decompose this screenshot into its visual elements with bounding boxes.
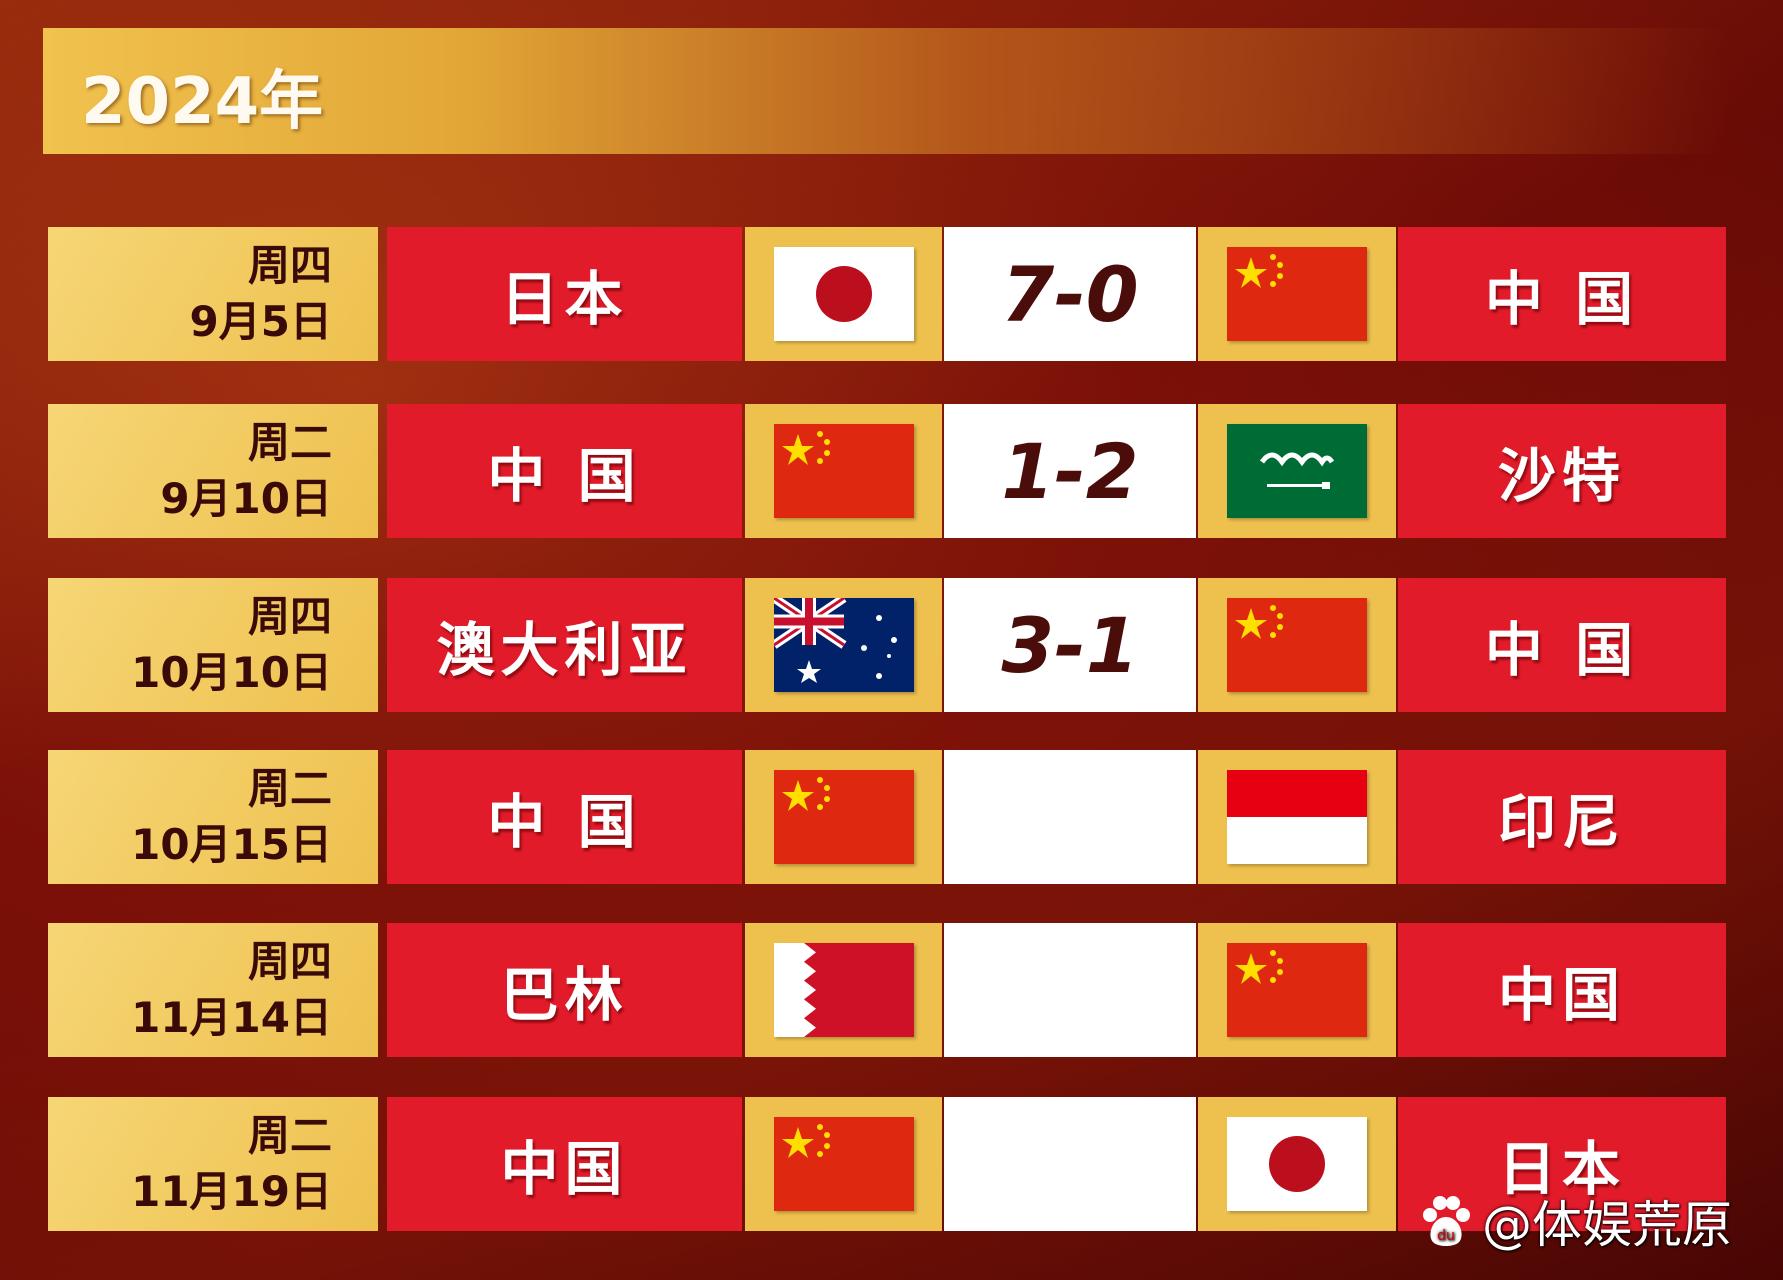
match-date: 周四 10月10日 xyxy=(48,578,378,712)
saudi-arabia-flag-icon xyxy=(1227,424,1367,518)
match-date: 周二 10月15日 xyxy=(48,750,378,884)
china-flag-icon xyxy=(1227,247,1367,341)
home-flag-cell xyxy=(745,750,942,884)
match-date: 周二 9月10日 xyxy=(48,404,378,538)
china-flag-icon xyxy=(1227,943,1367,1037)
score xyxy=(944,923,1196,1057)
weekday: 周四 xyxy=(247,592,332,641)
date: 10月10日 xyxy=(131,648,332,697)
away-flag-cell xyxy=(1198,404,1396,538)
watermark-text: @体娱荒原 xyxy=(1482,1196,1732,1254)
australia-flag-icon xyxy=(773,598,914,692)
china-flag-icon xyxy=(773,424,914,518)
home-team: 巴林 xyxy=(387,923,742,1057)
home-flag-cell xyxy=(745,1097,942,1231)
date: 11月19日 xyxy=(131,1167,332,1216)
year-header: 2024年 xyxy=(43,28,1729,154)
indonesia-flag-icon xyxy=(1227,770,1367,864)
china-flag-icon xyxy=(1227,598,1367,692)
away-flag-cell xyxy=(1198,1097,1396,1231)
home-team: 中国 xyxy=(387,1097,742,1231)
score: 7-0 xyxy=(944,227,1196,361)
china-flag-icon xyxy=(773,1117,914,1211)
score: 1-2 xyxy=(944,404,1196,538)
away-team: 印尼 xyxy=(1398,750,1726,884)
home-team: 中 国 xyxy=(387,750,742,884)
away-team: 中 国 xyxy=(1398,227,1726,361)
baidu-paw-icon: du xyxy=(1423,1196,1470,1246)
away-team: 中 国 xyxy=(1398,578,1726,712)
year-title: 2024年 xyxy=(81,65,324,139)
home-flag-cell xyxy=(745,227,942,361)
away-team: 中国 xyxy=(1398,923,1726,1057)
date: 11月14日 xyxy=(131,993,332,1042)
away-flag-cell xyxy=(1198,750,1396,884)
home-team: 中 国 xyxy=(387,404,742,538)
bahrain-flag-icon xyxy=(773,943,914,1037)
match-row: 周四 9月5日 日本 7-0 中 国 xyxy=(48,227,1726,361)
match-row: 周二 10月15日 中 国 印尼 xyxy=(48,750,1726,884)
match-date: 周二 11月19日 xyxy=(48,1097,378,1231)
home-team: 澳大利亚 xyxy=(387,578,742,712)
weekday: 周二 xyxy=(247,418,332,467)
weekday: 周二 xyxy=(247,1111,332,1160)
china-flag-icon xyxy=(773,770,914,864)
date: 9月5日 xyxy=(189,297,332,346)
score xyxy=(944,750,1196,884)
weekday: 周四 xyxy=(247,241,332,290)
watermark: du @体娱荒原 xyxy=(1418,1185,1732,1257)
score: 3-1 xyxy=(944,578,1196,712)
home-team: 日本 xyxy=(387,227,742,361)
date: 9月10日 xyxy=(160,474,332,523)
match-date: 周四 9月5日 xyxy=(48,227,378,361)
home-flag-cell xyxy=(745,578,942,712)
weekday: 周二 xyxy=(247,764,332,813)
away-flag-cell xyxy=(1198,227,1396,361)
match-row: 周二 9月10日 中 国 1-2 沙特 xyxy=(48,404,1726,538)
match-row: 周二 11月19日 中国 日本 xyxy=(48,1097,1726,1231)
match-row: 周四 11月14日 巴林 中国 xyxy=(48,923,1726,1057)
home-flag-cell xyxy=(745,404,942,538)
svg-text:du: du xyxy=(1437,1228,1455,1244)
home-flag-cell xyxy=(745,923,942,1057)
japan-flag-icon xyxy=(773,247,914,341)
away-flag-cell xyxy=(1198,578,1396,712)
score xyxy=(944,1097,1196,1231)
away-flag-cell xyxy=(1198,923,1396,1057)
date: 10月15日 xyxy=(131,820,332,869)
weekday: 周四 xyxy=(247,937,332,986)
away-team: 沙特 xyxy=(1398,404,1726,538)
match-date: 周四 11月14日 xyxy=(48,923,378,1057)
japan-flag-icon xyxy=(1227,1117,1367,1211)
match-row: 周四 10月10日 澳大利亚 3-1 中 国 xyxy=(48,578,1726,712)
